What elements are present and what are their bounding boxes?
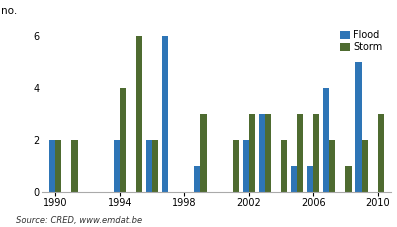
Bar	[378, 114, 384, 192]
Bar	[323, 88, 329, 192]
Bar	[313, 114, 319, 192]
Bar	[249, 114, 255, 192]
Bar	[281, 140, 287, 192]
Bar	[259, 114, 265, 192]
Text: no.: no.	[1, 6, 17, 16]
Bar	[345, 166, 351, 192]
Text: Source: CRED, www.emdat.be: Source: CRED, www.emdat.be	[16, 216, 142, 225]
Bar	[55, 140, 62, 192]
Bar	[233, 140, 239, 192]
Bar	[297, 114, 303, 192]
Bar	[136, 36, 142, 192]
Bar	[355, 62, 362, 192]
Bar	[291, 166, 297, 192]
Bar	[265, 114, 271, 192]
Bar	[194, 166, 200, 192]
Bar	[120, 88, 126, 192]
Bar	[329, 140, 335, 192]
Bar	[146, 140, 152, 192]
Bar	[162, 36, 168, 192]
Bar	[49, 140, 55, 192]
Bar	[307, 166, 313, 192]
Legend: Flood, Storm: Flood, Storm	[337, 27, 385, 55]
Bar	[362, 140, 368, 192]
Bar	[152, 140, 158, 192]
Bar	[71, 140, 77, 192]
Bar	[200, 114, 206, 192]
Bar	[114, 140, 120, 192]
Bar	[243, 140, 249, 192]
